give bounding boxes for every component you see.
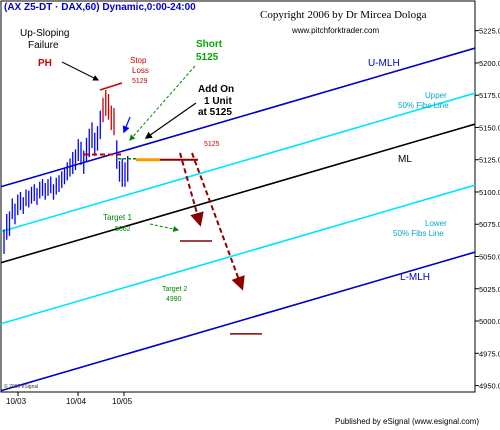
line-l-mlh [1, 251, 475, 392]
y-tick-label: 5225.00 [479, 27, 500, 36]
short-pointer-arrow [129, 65, 196, 141]
annot-add-on-2: 1 Unit [204, 96, 232, 107]
y-tick-label: 5100.00 [479, 188, 500, 197]
x-tick-label: 10/04 [66, 397, 87, 406]
label-upper-fibs-2: 50% Fibs Line [398, 101, 449, 110]
footer-left: © 2006 eSignal [4, 383, 38, 390]
y-tick-label: 5200.00 [479, 59, 500, 68]
label-ml: ML [398, 154, 412, 165]
annot-short-value: 5125 [196, 52, 219, 63]
label-u-mlh: U-MLH [368, 58, 400, 69]
annot-target1: Target 1 [103, 213, 132, 222]
add-on-pointer-arrow [144, 102, 197, 139]
annot-target2-value: 4990 [166, 296, 182, 303]
annot-entry-value: 5125 [204, 141, 220, 148]
annot-target1-value: 5062 [115, 226, 131, 233]
copyright-text: Copyright 2006 by Dr Mircea Dologa [260, 9, 427, 21]
annotations [61, 61, 262, 335]
annot-ph: PH [38, 58, 52, 69]
website-text: www.pitchforktrader.com [291, 26, 379, 35]
y-tick-label: 5075.00 [479, 220, 500, 229]
projection-arrow-target1 [179, 152, 204, 227]
annot-add-on-1: Add On [198, 84, 234, 95]
label-upper-fibs-1: Upper [425, 91, 447, 100]
x-axis-background [0, 393, 476, 410]
label-lower-fibs-1: Lower [425, 219, 447, 228]
price-bars [3, 90, 129, 254]
footer-right: Published by eSignal (www.esignal.com) [335, 417, 479, 426]
y-tick-label: 5125.00 [479, 156, 500, 165]
y-axis-background [476, 0, 500, 410]
y-axis: 4950.00 4975.00 5000.00 5025.00 5050.00 5075.… [475, 0, 500, 410]
stop-marker [99, 82, 123, 91]
y-tick-label: 5150.00 [479, 123, 500, 132]
annot-loss: Loss [132, 66, 149, 75]
annot-up-sloping: Up-Sloping [20, 28, 69, 39]
label-lower-fibs-2: 50% Fibs Line [393, 229, 444, 238]
annot-stop: Stop [130, 56, 147, 65]
annot-short: Short [196, 39, 223, 50]
plot-area [0, 0, 476, 393]
line-ml [1, 123, 475, 264]
line-lower-50-fibs-line [1, 184, 475, 325]
chart-header: (AX Z5-DT · DAX,60) Dynamic,0:00-24:00 [4, 2, 196, 13]
annot-add-on-3: at 5125 [198, 107, 232, 118]
footer-bar [0, 410, 500, 430]
y-tick-label: 4975.00 [479, 349, 500, 358]
x-tick-label: 10/05 [112, 397, 133, 406]
y-tick-label: 5050.00 [479, 253, 500, 262]
pitchfork-lines [1, 47, 475, 392]
line-u-mlh [1, 47, 475, 188]
x-tick-label: 10/03 [6, 397, 27, 406]
y-tick-label: 5025.00 [479, 285, 500, 294]
annot-target2: Target 2 [162, 286, 187, 293]
label-l-mlh: L-MLH [400, 272, 430, 283]
x-axis: 10/03 10/04 10/05 [0, 392, 476, 410]
ph-pointer-arrow [61, 61, 100, 81]
y-tick-label: 4950.00 [479, 382, 500, 391]
stop-pointer-arrow [122, 116, 131, 134]
y-tick-label: 5175.00 [479, 91, 500, 100]
line-upper-50-fibs-line [1, 92, 475, 233]
annot-stop-value: 5129 [132, 78, 148, 85]
annot-failure: Failure [28, 40, 59, 51]
y-tick-label: 5000.00 [479, 317, 500, 326]
